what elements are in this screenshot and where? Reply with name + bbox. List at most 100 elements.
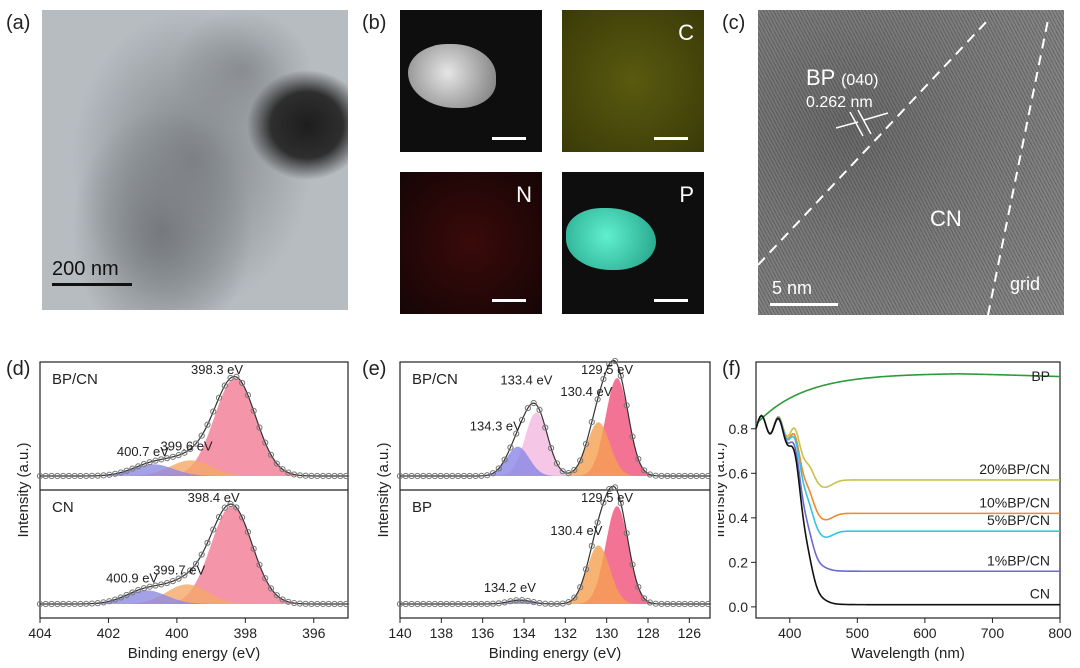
data-point: [60, 600, 67, 608]
peak-label: 130.4 eV: [550, 523, 602, 538]
data-point: [478, 600, 485, 608]
data-point: [331, 600, 338, 608]
spacing-arrow: [863, 112, 889, 121]
data-point: [146, 583, 153, 590]
data-point: [536, 406, 543, 413]
data-point: [681, 472, 688, 480]
data-point: [244, 529, 251, 536]
data-point: [215, 394, 223, 401]
peak-label: 399.7 eV: [153, 562, 205, 577]
data-point: [210, 526, 217, 533]
data-point: [54, 600, 61, 608]
peak-label: 398.4 eV: [188, 490, 240, 505]
data-point: [548, 444, 555, 452]
data-point: [325, 472, 332, 480]
data-point: [342, 600, 350, 608]
peak-label: 134.3 eV: [470, 419, 522, 434]
data-point: [175, 575, 182, 582]
data-point: [163, 579, 171, 587]
series-line: [755, 414, 1060, 489]
data-point: [123, 467, 130, 474]
scale-bar: [492, 299, 526, 302]
data-point: [117, 469, 124, 476]
series-label: 1%BP/CN: [987, 552, 1050, 568]
peak-label: 400.7 eV: [117, 444, 169, 459]
series-line: [755, 414, 1060, 606]
data-point: [77, 600, 84, 608]
data-point: [489, 600, 497, 607]
scale-label: 5 nm: [772, 278, 813, 298]
data-point: [588, 418, 595, 426]
data-point: [291, 471, 298, 478]
peak-fill: [400, 378, 710, 476]
data-point: [233, 373, 240, 380]
panel-label-e: (e): [362, 358, 387, 380]
xps-p2p-chart: 140 138 136 134 132 130 128 126 Binding energy (…: [375, 357, 712, 662]
y-tick-label: 0.4: [729, 510, 749, 526]
data-point: [42, 600, 49, 608]
particle-bright: [408, 44, 496, 108]
data-point: [408, 472, 415, 480]
hrtem-overlay: [758, 19, 1049, 315]
data-point: [571, 594, 578, 601]
data-point: [227, 500, 234, 508]
data-point: [181, 572, 188, 579]
data-point: [501, 599, 508, 606]
particle-p: [566, 208, 656, 270]
data-point: [675, 472, 683, 480]
data-point: [60, 472, 67, 480]
data-point: [530, 599, 537, 606]
data-point: [106, 471, 113, 478]
data-point: [664, 472, 671, 480]
series-line: [755, 414, 1060, 538]
data-point: [94, 600, 101, 607]
data-point: [187, 445, 194, 453]
y-axis-label: Intensity (a.u.): [15, 442, 32, 537]
grid-label: grid: [1010, 274, 1041, 294]
data-point: [646, 599, 654, 606]
data-point: [652, 600, 659, 607]
data-point: [460, 472, 468, 480]
x-tick-label: 404: [28, 625, 52, 641]
data-point: [611, 357, 619, 365]
data-point: [577, 584, 584, 591]
data-point: [466, 600, 473, 608]
peak-label: 134.2 eV: [484, 580, 536, 595]
data-point: [77, 472, 84, 480]
data-point: [36, 472, 44, 480]
data-point: [302, 472, 309, 479]
data-point: [641, 467, 648, 474]
data-point: [319, 600, 327, 608]
data-point: [181, 449, 188, 456]
data-point: [187, 567, 194, 574]
peak-fill: [400, 506, 710, 604]
series-line: [755, 414, 1060, 573]
data-point: [431, 600, 438, 608]
spacing-label: 0.262 nm: [806, 94, 873, 111]
data-point: [192, 560, 200, 567]
data-point: [414, 600, 421, 608]
y-tick-label: 0.6: [729, 465, 749, 481]
scale-label: 200 nm: [52, 258, 119, 280]
data-point: [267, 451, 275, 458]
data-point: [478, 472, 485, 479]
data-point: [513, 597, 520, 604]
x-tick-label: 134: [512, 625, 536, 641]
data-point: [215, 513, 223, 521]
scale-bar: [492, 137, 526, 140]
data-point: [279, 466, 286, 473]
data-point: [629, 561, 636, 568]
data-point: [687, 472, 694, 480]
data-point: [36, 600, 44, 608]
peak-label: 130.4 eV: [560, 384, 612, 399]
data-point: [402, 472, 409, 480]
data-point: [571, 466, 578, 473]
data-point: [635, 455, 642, 463]
data-point: [175, 452, 182, 459]
x-axis-label: Binding energy (eV): [128, 645, 261, 662]
x-tick-label: 130: [595, 625, 619, 641]
data-point: [670, 472, 677, 480]
data-point: [100, 472, 107, 479]
scale-bar: [770, 303, 838, 306]
data-point: [443, 600, 450, 608]
